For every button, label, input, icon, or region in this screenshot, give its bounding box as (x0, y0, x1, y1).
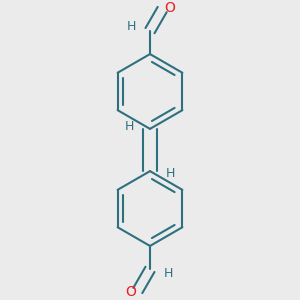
Text: O: O (125, 285, 136, 299)
Text: H: H (125, 120, 134, 133)
Text: H: H (126, 20, 136, 33)
Text: O: O (164, 1, 175, 15)
Text: H: H (166, 167, 175, 180)
Text: H: H (164, 267, 174, 280)
